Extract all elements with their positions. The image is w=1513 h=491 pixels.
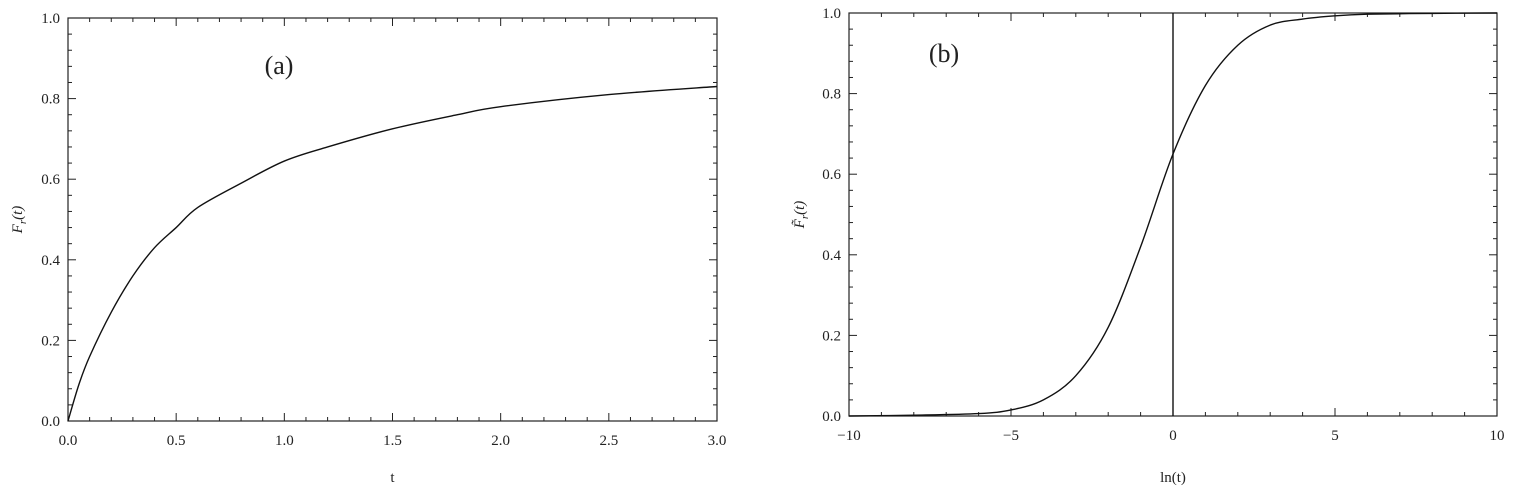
y-tick-label: 0.4 [41, 253, 60, 269]
y-axis-title: F̃r(t) [792, 201, 811, 230]
panel-label: (b) [929, 39, 959, 68]
y-tick-label: 1.0 [41, 11, 60, 27]
y-tick-label: 0.6 [822, 167, 841, 183]
x-tick-label: −10 [837, 428, 860, 444]
y-axis-title-main: F̃ [792, 218, 808, 229]
x-tick-label: 5 [1331, 428, 1339, 444]
y-tick-label: 0.6 [41, 172, 60, 188]
x-tick-label: 1.0 [275, 433, 294, 449]
panel-a: 0.0 0.5 1.0 1.5 2.0 2.5 3.0 0.0 0.2 0.4 0.6 0.8 1.0 (… [10, 11, 726, 486]
y-axis-title-sub: r [799, 214, 811, 219]
panel-b: −10 −5 0 5 10 0.0 0.2 0.4 0.6 0.8 1.0 (b) ln(t) F̃r(t… [792, 6, 1505, 486]
y-tick-label: 1.0 [822, 6, 841, 22]
x-axis-title: ln(t) [1160, 470, 1186, 486]
x-tick-label: 2.5 [599, 433, 618, 449]
y-tick-label: 0.0 [822, 409, 841, 425]
x-axis-title: t [390, 470, 395, 486]
x-tick-label: 0.5 [167, 433, 186, 449]
y-tick-label: 0.2 [41, 333, 60, 349]
y-axis-title: Fr(t) [10, 206, 29, 235]
series-line [67, 85, 718, 422]
x-tick-label: 0.0 [59, 433, 78, 449]
y-tick-label: 0.4 [822, 248, 841, 264]
y-axis-title-sub: r [17, 219, 29, 224]
y-axis-title-main: F [10, 223, 26, 234]
y-axis-title-arg: (t) [10, 206, 26, 220]
x-tick-label: 0 [1169, 428, 1177, 444]
x-tick-label: 1.5 [383, 433, 402, 449]
series-line [848, 12, 1498, 417]
x-tick-label: 3.0 [708, 433, 727, 449]
y-axis-title-arg: (t) [792, 201, 808, 215]
plot-frame [67, 17, 718, 422]
x-tick-label: 2.0 [491, 433, 510, 449]
panel-label: (a) [265, 51, 294, 80]
x-tick-label: −5 [1003, 428, 1019, 444]
y-tick-label: 0.0 [41, 414, 60, 430]
y-tick-label: 0.8 [822, 87, 841, 103]
y-tick-label: 0.8 [41, 92, 60, 108]
y-tick-label: 0.2 [822, 328, 841, 344]
x-tick-label: 10 [1490, 428, 1505, 444]
